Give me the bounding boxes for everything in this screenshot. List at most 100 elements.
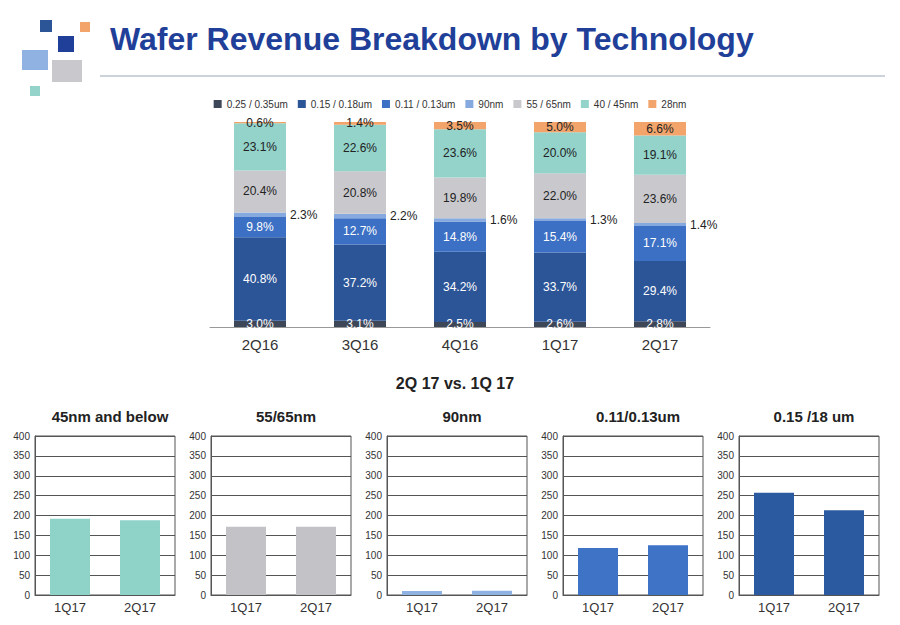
svg-text:20.4%: 20.4%	[243, 184, 277, 198]
svg-text:250: 250	[13, 490, 30, 501]
svg-text:1Q17: 1Q17	[230, 600, 262, 615]
svg-text:300: 300	[365, 470, 382, 481]
svg-text:300: 300	[189, 470, 206, 481]
svg-text:90nm: 90nm	[478, 99, 503, 110]
svg-text:1Q17: 1Q17	[406, 600, 438, 615]
svg-text:50: 50	[19, 570, 31, 581]
svg-text:1Q17: 1Q17	[54, 600, 86, 615]
svg-text:400: 400	[365, 431, 382, 442]
svg-text:0: 0	[376, 590, 382, 601]
svg-text:350: 350	[541, 450, 558, 461]
svg-text:29.4%: 29.4%	[643, 284, 677, 298]
svg-text:0.11/0.13um: 0.11/0.13um	[596, 408, 680, 425]
svg-text:22.0%: 22.0%	[543, 189, 577, 203]
svg-text:34.2%: 34.2%	[443, 280, 477, 294]
svg-text:250: 250	[717, 490, 734, 501]
svg-text:9.8%: 9.8%	[246, 220, 274, 234]
svg-text:0.11 / 0.13um: 0.11 / 0.13um	[395, 99, 455, 110]
svg-text:200: 200	[13, 510, 30, 521]
svg-text:150: 150	[13, 530, 30, 541]
svg-text:100: 100	[541, 550, 558, 561]
svg-text:15.4%: 15.4%	[543, 230, 577, 244]
svg-text:0: 0	[200, 590, 206, 601]
svg-text:0: 0	[728, 590, 734, 601]
svg-text:33.7%: 33.7%	[543, 280, 577, 294]
svg-text:23.6%: 23.6%	[443, 146, 477, 160]
svg-text:400: 400	[13, 431, 30, 442]
svg-text:22.6%: 22.6%	[343, 141, 377, 155]
svg-text:1Q17: 1Q17	[542, 336, 579, 353]
svg-text:2.6%: 2.6%	[546, 317, 574, 331]
svg-text:150: 150	[541, 530, 558, 541]
svg-text:200: 200	[541, 510, 558, 521]
svg-text:55/65nm: 55/65nm	[256, 408, 316, 425]
svg-text:2Q16: 2Q16	[242, 336, 279, 353]
svg-text:350: 350	[365, 450, 382, 461]
svg-text:0.15 /18 um: 0.15 /18 um	[774, 408, 855, 425]
svg-text:23.1%: 23.1%	[243, 140, 277, 154]
svg-text:150: 150	[365, 530, 382, 541]
svg-text:3.1%: 3.1%	[346, 317, 374, 331]
svg-text:2Q17: 2Q17	[652, 600, 684, 615]
svg-text:50: 50	[195, 570, 207, 581]
svg-text:12.7%: 12.7%	[343, 224, 377, 238]
svg-text:2.3%: 2.3%	[290, 208, 318, 222]
svg-text:100: 100	[365, 550, 382, 561]
svg-text:350: 350	[13, 450, 30, 461]
svg-text:55 / 65nm: 55 / 65nm	[526, 99, 570, 110]
svg-text:5.0%: 5.0%	[546, 120, 574, 134]
svg-text:19.8%: 19.8%	[443, 191, 477, 205]
svg-text:4Q16: 4Q16	[442, 336, 479, 353]
svg-text:150: 150	[189, 530, 206, 541]
svg-text:50: 50	[371, 570, 383, 581]
svg-text:100: 100	[189, 550, 206, 561]
svg-text:6.6%: 6.6%	[646, 122, 674, 136]
svg-text:300: 300	[717, 470, 734, 481]
svg-text:200: 200	[717, 510, 734, 521]
svg-text:350: 350	[189, 450, 206, 461]
svg-text:250: 250	[189, 490, 206, 501]
svg-text:2Q17: 2Q17	[828, 600, 860, 615]
svg-text:250: 250	[541, 490, 558, 501]
svg-text:300: 300	[541, 470, 558, 481]
svg-text:20.0%: 20.0%	[543, 146, 577, 160]
svg-text:2.8%: 2.8%	[646, 317, 674, 331]
svg-text:0.25 / 0.35um: 0.25 / 0.35um	[227, 99, 288, 110]
svg-text:3Q16: 3Q16	[342, 336, 379, 353]
svg-text:14.8%: 14.8%	[443, 230, 477, 244]
svg-text:0: 0	[552, 590, 558, 601]
svg-text:400: 400	[717, 431, 734, 442]
svg-text:3.0%: 3.0%	[246, 317, 274, 331]
svg-text:2Q17: 2Q17	[642, 336, 679, 353]
svg-text:1.4%: 1.4%	[346, 116, 374, 130]
svg-text:2Q17: 2Q17	[476, 600, 508, 615]
svg-text:37.2%: 37.2%	[343, 276, 377, 290]
svg-text:0: 0	[24, 590, 30, 601]
svg-text:0.15 / 0.18um: 0.15 / 0.18um	[311, 99, 372, 110]
svg-text:17.1%: 17.1%	[643, 236, 677, 250]
svg-text:0.6%: 0.6%	[246, 116, 274, 130]
svg-text:1Q17: 1Q17	[582, 600, 614, 615]
svg-text:2.2%: 2.2%	[390, 209, 418, 223]
svg-text:2Q17: 2Q17	[300, 600, 332, 615]
svg-text:Wafer Revenue Breakdown by Tec: Wafer Revenue Breakdown by Technology	[110, 21, 754, 57]
svg-text:1.6%: 1.6%	[490, 213, 518, 227]
svg-text:2Q 17 vs. 1Q 17: 2Q 17 vs. 1Q 17	[396, 375, 514, 392]
svg-text:1Q17: 1Q17	[758, 600, 790, 615]
svg-text:400: 400	[541, 431, 558, 442]
svg-text:300: 300	[13, 470, 30, 481]
svg-text:100: 100	[717, 550, 734, 561]
svg-text:23.6%: 23.6%	[643, 192, 677, 206]
svg-text:50: 50	[547, 570, 559, 581]
svg-text:1.4%: 1.4%	[690, 218, 718, 232]
svg-text:90nm: 90nm	[442, 408, 481, 425]
svg-text:19.1%: 19.1%	[643, 148, 677, 162]
svg-text:150: 150	[717, 530, 734, 541]
svg-text:3.5%: 3.5%	[446, 119, 474, 133]
svg-text:28nm: 28nm	[661, 99, 686, 110]
svg-text:250: 250	[365, 490, 382, 501]
svg-text:200: 200	[365, 510, 382, 521]
svg-text:400: 400	[189, 431, 206, 442]
svg-text:2.5%: 2.5%	[446, 317, 474, 331]
svg-text:1.3%: 1.3%	[590, 213, 618, 227]
